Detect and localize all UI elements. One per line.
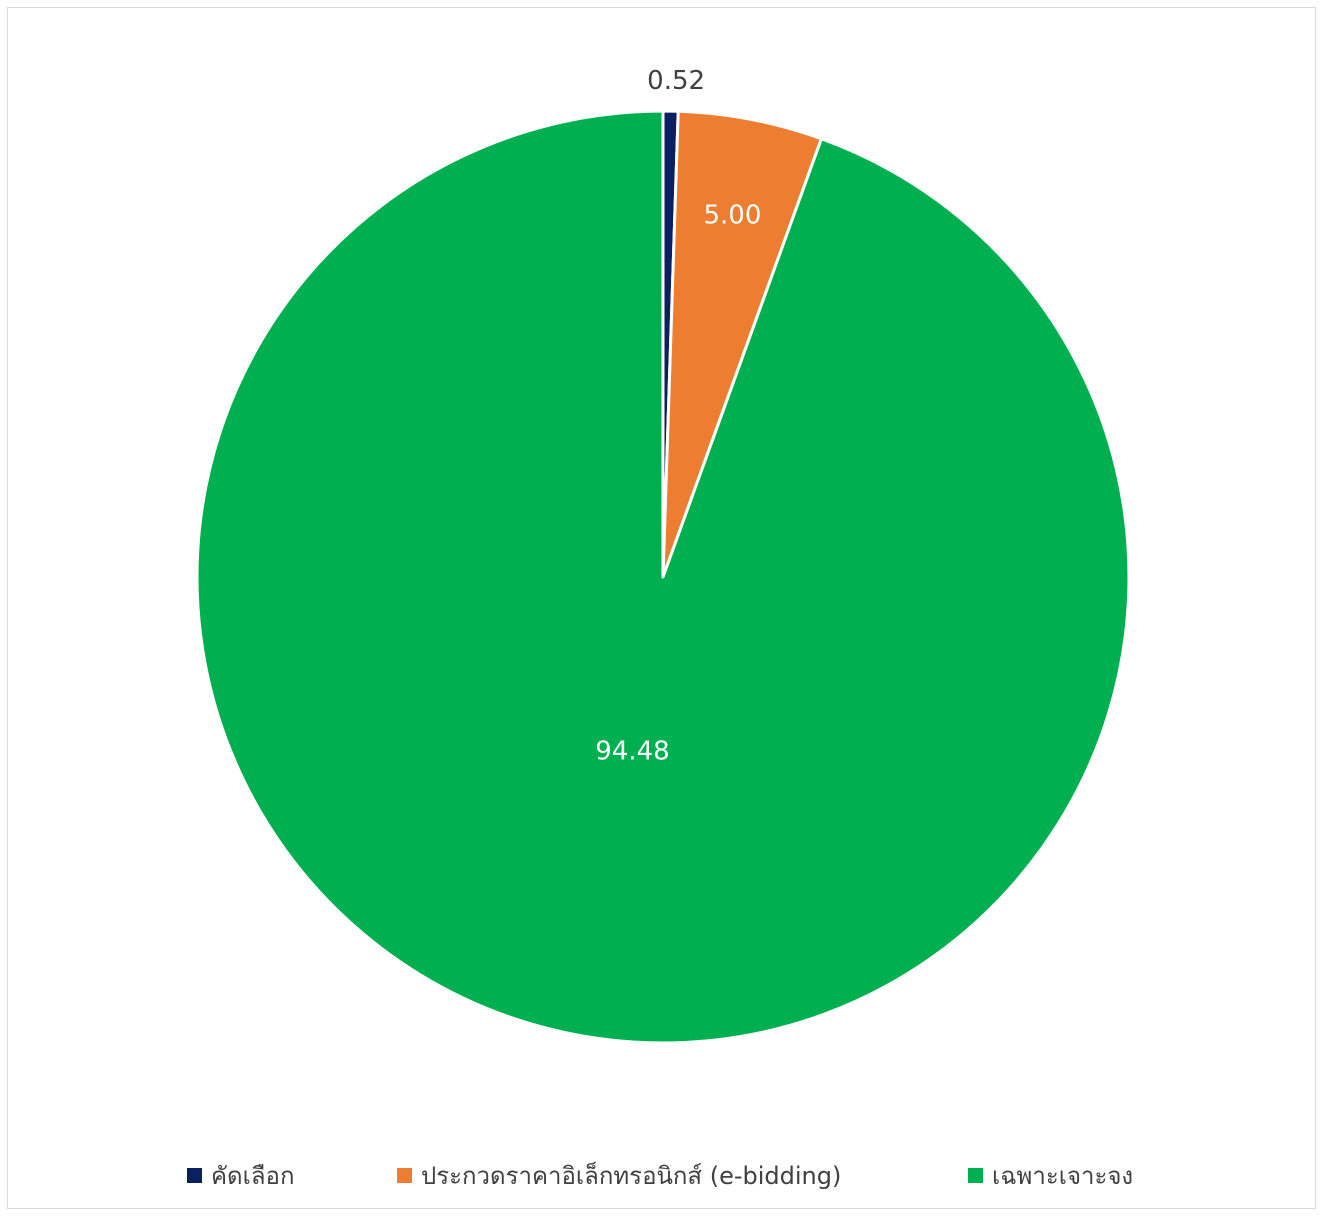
legend-item-e-bidding: ประกวดราคาอิเล็กทรอนิกส์ (e-bidding) [397,1153,841,1197]
legend-label: ประกวดราคาอิเล็กทรอนิกส์ (e-bidding) [421,1161,842,1190]
legend-item-selection: คัดเลือก [187,1153,295,1197]
legend-item-specific: เฉพาะเจาะจง [968,1153,1133,1197]
pie-data-labels: 0.52 5.00 94.48 [595,66,761,766]
data-label: 94.48 [595,736,669,766]
slice-specific [195,109,1131,1045]
legend-label: คัดเลือก [211,1161,295,1190]
data-label: 0.52 [647,66,705,96]
slice-e-bidding [661,109,823,579]
pie-slices [195,109,1131,1045]
legend-swatch [187,1167,202,1183]
legend-label: เฉพาะเจาะจง [992,1161,1134,1190]
legend-swatch [968,1167,983,1183]
pie-chart: 0.52 5.00 94.48 [195,66,1131,1045]
data-label: 5.00 [703,200,761,230]
legend-swatch [397,1167,412,1183]
legend: คัดเลือก ประกวดราคาอิเล็กทรอนิกส์ (e-bid… [0,1153,1324,1197]
